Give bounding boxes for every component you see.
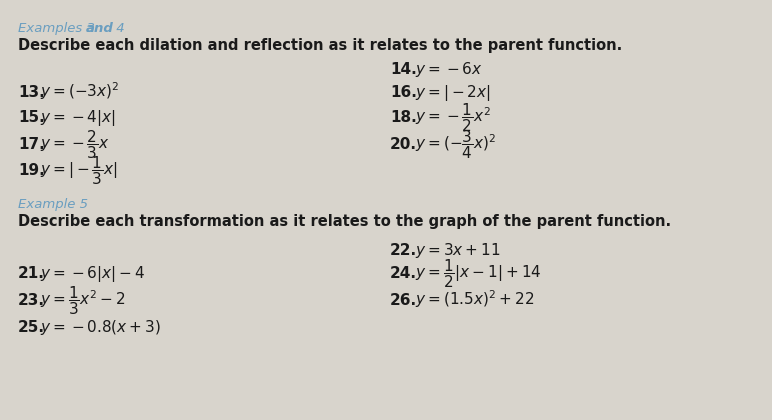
Text: $y = |-\dfrac{1}{3}x|$: $y = |-\dfrac{1}{3}x|$ (40, 154, 118, 187)
Text: 16.: 16. (390, 85, 417, 100)
Text: 4: 4 (112, 22, 124, 35)
Text: 18.: 18. (390, 110, 417, 125)
Text: $y = (-\dfrac{3}{4}x)^2$: $y = (-\dfrac{3}{4}x)^2$ (415, 128, 496, 161)
Text: and: and (86, 22, 114, 35)
Text: $y = -\dfrac{1}{2}x^2$: $y = -\dfrac{1}{2}x^2$ (415, 101, 491, 134)
Text: 23.: 23. (18, 293, 45, 308)
Text: Describe each dilation and reflection as it relates to the parent function.: Describe each dilation and reflection as… (18, 38, 622, 53)
Text: 25.: 25. (18, 320, 45, 335)
Text: $y = (-3x)^2$: $y = (-3x)^2$ (40, 80, 120, 102)
Text: 14.: 14. (390, 62, 417, 77)
Text: 15.: 15. (18, 110, 45, 125)
Text: 20.: 20. (390, 137, 417, 152)
Text: $y = \dfrac{1}{3}x^2 - 2$: $y = \dfrac{1}{3}x^2 - 2$ (40, 284, 126, 317)
Text: $y = -0.8(x + 3)$: $y = -0.8(x + 3)$ (40, 318, 161, 337)
Text: Examples 3: Examples 3 (18, 22, 99, 35)
Text: $y = -4|x|$: $y = -4|x|$ (40, 108, 116, 128)
Text: $y = -6|x| - 4$: $y = -6|x| - 4$ (40, 264, 145, 284)
Text: $y = -\dfrac{2}{3}x$: $y = -\dfrac{2}{3}x$ (40, 128, 110, 161)
Text: 13.: 13. (18, 85, 45, 100)
Text: 17.: 17. (18, 137, 45, 152)
Text: $y = \dfrac{1}{2}|x - 1| + 14$: $y = \dfrac{1}{2}|x - 1| + 14$ (415, 257, 542, 290)
Text: Example 5: Example 5 (18, 198, 88, 211)
Text: $y = (1.5x)^2 + 22$: $y = (1.5x)^2 + 22$ (415, 288, 534, 310)
Text: 19.: 19. (18, 163, 45, 178)
Text: 22.: 22. (390, 243, 417, 258)
Text: $y = |-2x|$: $y = |-2x|$ (415, 83, 491, 103)
Text: Describe each transformation as it relates to the graph of the parent function.: Describe each transformation as it relat… (18, 214, 671, 229)
Text: 21.: 21. (18, 266, 45, 281)
Text: 24.: 24. (390, 266, 417, 281)
Text: $y = 3x + 11$: $y = 3x + 11$ (415, 241, 500, 260)
Text: 26.: 26. (390, 293, 417, 308)
Text: $y = -6x$: $y = -6x$ (415, 60, 482, 79)
